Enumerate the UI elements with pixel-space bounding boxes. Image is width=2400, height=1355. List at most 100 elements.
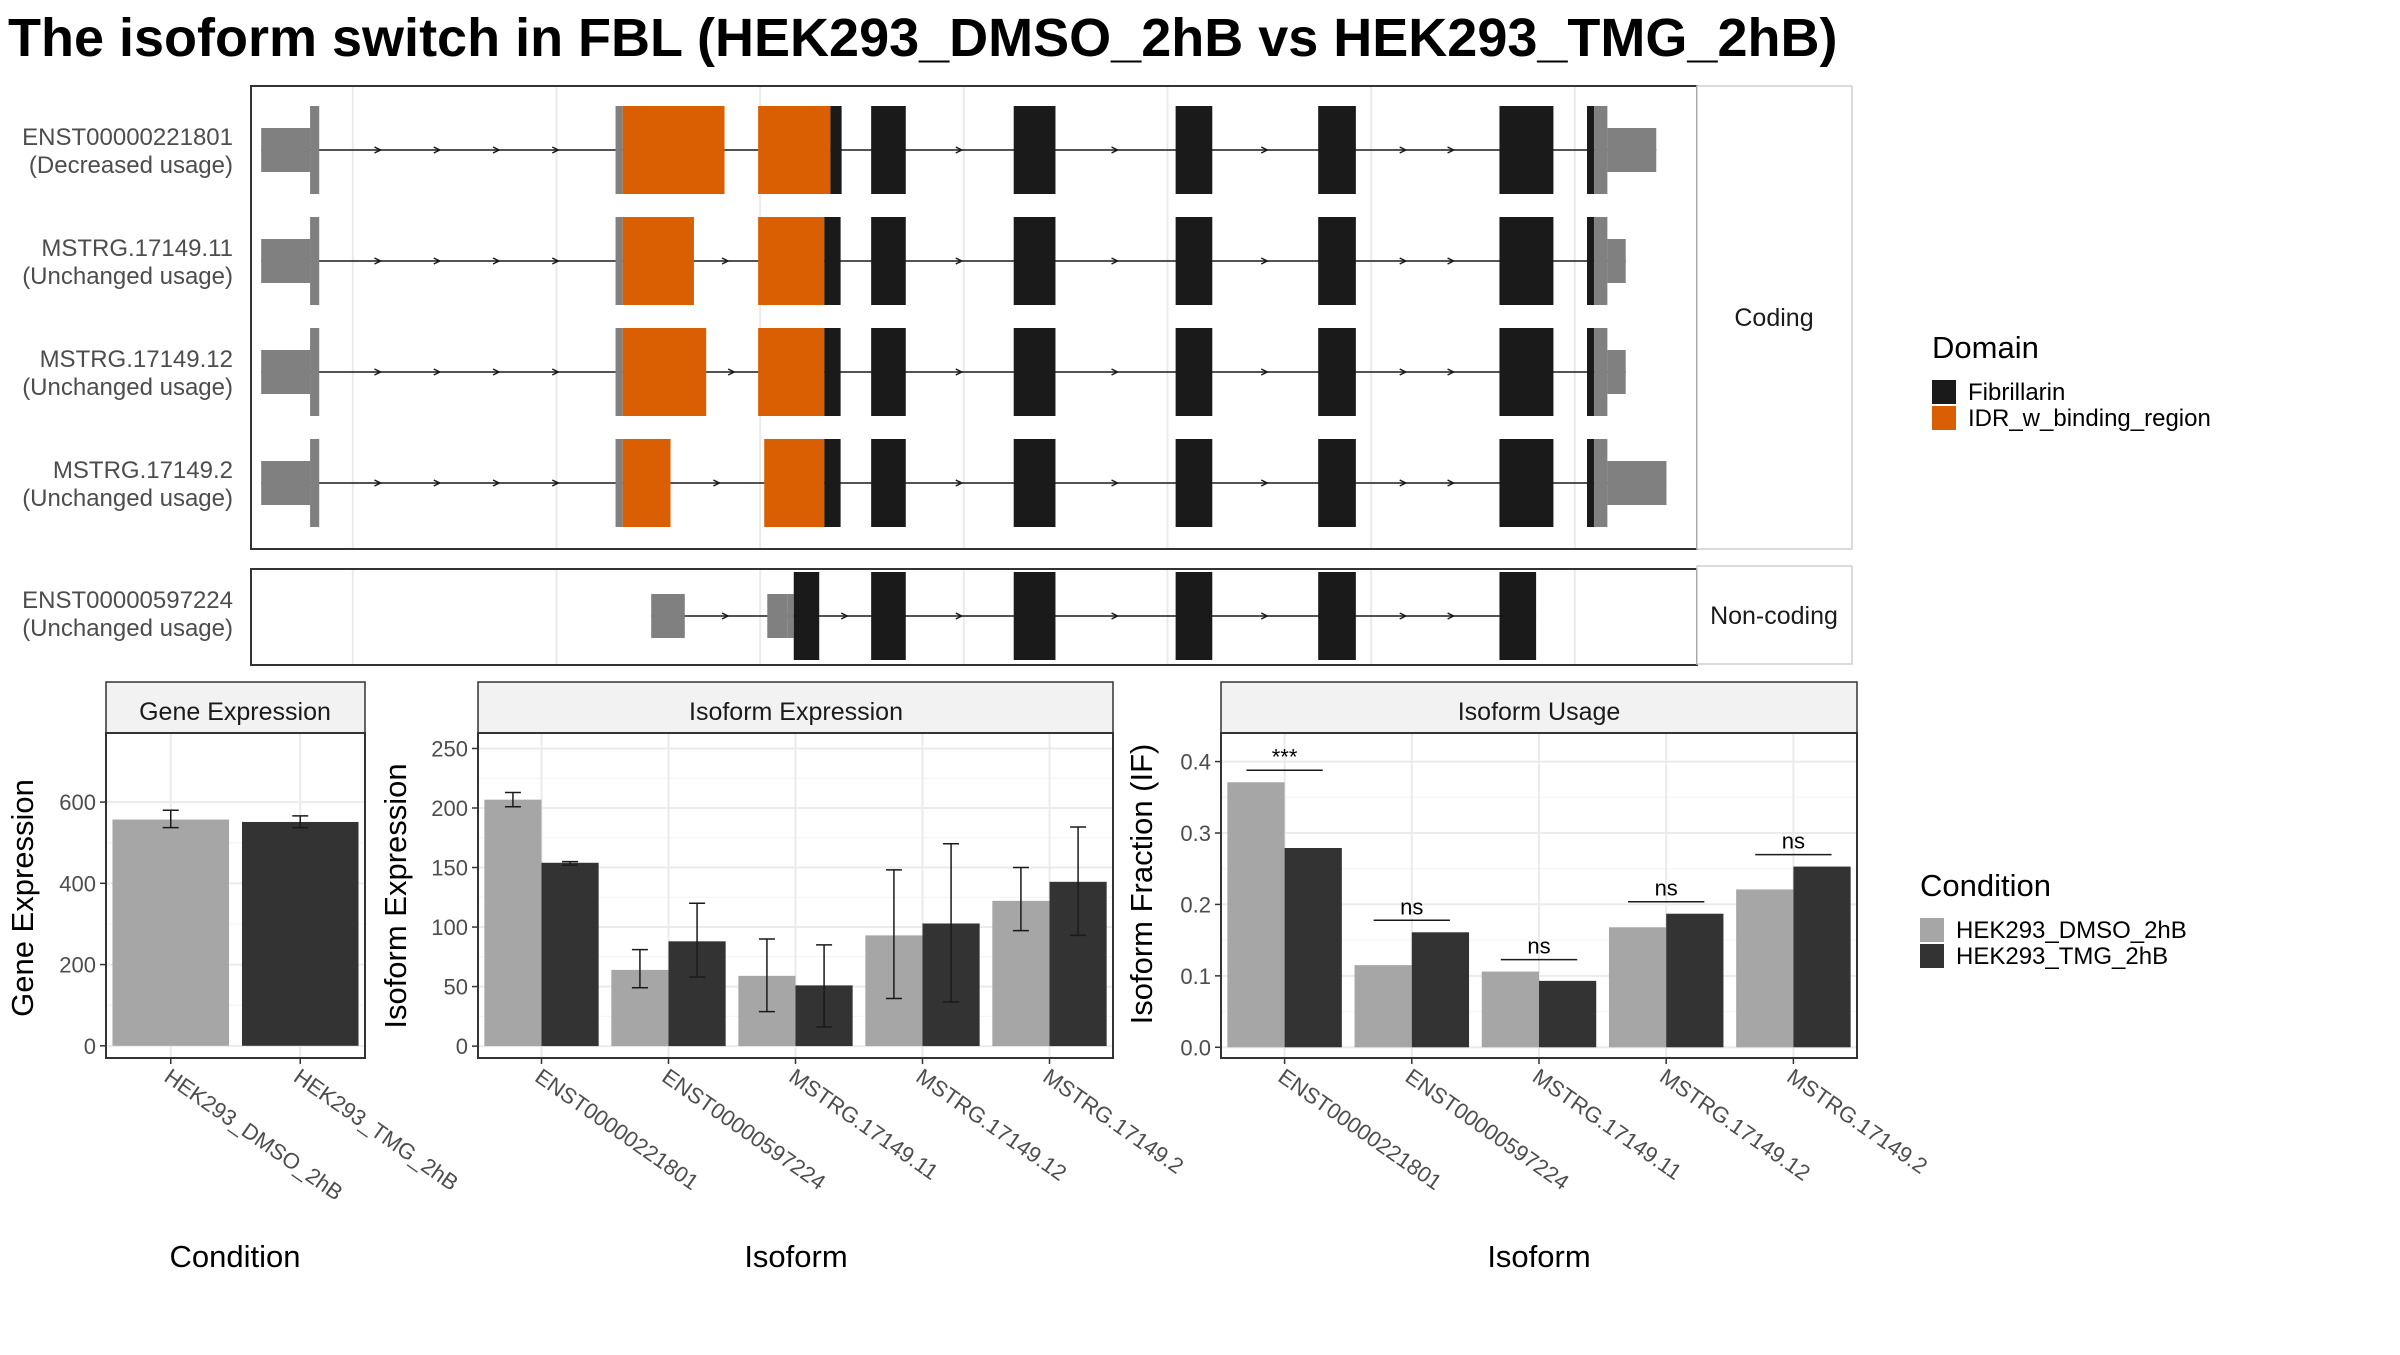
y-tick-label: 250 (431, 736, 468, 761)
y-tick-label: 600 (59, 790, 96, 815)
intron-arrow (551, 368, 560, 376)
intron-arrow (433, 146, 442, 154)
exon-utr (787, 594, 794, 638)
intron-arrow (374, 479, 383, 487)
exon-utr (1607, 350, 1626, 394)
exon-utr (310, 106, 320, 194)
bar (1793, 866, 1851, 1048)
bar (1481, 971, 1539, 1048)
significance-label: ns (1527, 934, 1550, 959)
exon-utr (261, 239, 311, 283)
intron-arrow (1447, 257, 1456, 265)
intron-arrow (721, 257, 730, 265)
intron-arrow (551, 146, 560, 154)
exon-fibrillarin (1318, 328, 1356, 416)
intron-arrow (727, 368, 736, 376)
condition-legend-title: Condition (1920, 868, 2051, 903)
intron-arrow (1399, 479, 1408, 487)
exon-fibrillarin (1175, 106, 1213, 194)
transcript-label: MSTRG.17149.12 (40, 346, 233, 373)
intron-arrow (492, 257, 501, 265)
intron-arrow (374, 146, 383, 154)
intron-arrow (551, 479, 560, 487)
panel-background (251, 569, 1697, 665)
transcript-label: ENST00000597224 (22, 587, 233, 614)
intron-arrow (1260, 368, 1269, 376)
legend-label-fibrillarin: Fibrillarin (1968, 379, 2065, 406)
significance-label: ns (1782, 829, 1805, 854)
transcript-labels: ENST00000221801 (Decreased usage) MSTRG.… (22, 124, 233, 642)
y-tick-label: 50 (444, 975, 468, 1000)
exon-fibrillarin (1175, 572, 1213, 660)
bar (541, 862, 599, 1047)
intron-arrow (1447, 612, 1456, 620)
exon-fibrillarin (1587, 106, 1595, 194)
exon-fibrillarin (871, 217, 906, 305)
significance-label: *** (1272, 744, 1298, 769)
exon-idr (622, 217, 694, 305)
intron-arrow (374, 368, 383, 376)
significance-label: ns (1400, 894, 1423, 919)
exon-fibrillarin (1587, 328, 1595, 416)
exon-fibrillarin (1013, 572, 1056, 660)
intron-arrow (1399, 146, 1408, 154)
intron-arrow (955, 612, 964, 620)
exon-fibrillarin (1499, 217, 1554, 305)
y-tick-label: 0.2 (1180, 892, 1211, 917)
coding-strip-label: Coding (1734, 304, 1813, 332)
intron-arrow (1260, 479, 1269, 487)
exon-fibrillarin (824, 439, 841, 527)
condition-legend: Condition HEK293_DMSO_2hB HEK293_TMG_2hB (1920, 868, 2187, 970)
y-axis-title: Isoform Expression (378, 763, 413, 1028)
transcript-label: MSTRG.17149.2 (53, 457, 233, 484)
exon-fibrillarin (1499, 328, 1554, 416)
panel-background (251, 86, 1697, 549)
x-axis-title: Condition (170, 1239, 301, 1274)
exon-utr (261, 350, 311, 394)
intron-arrow (551, 257, 560, 265)
y-tick-label: 200 (59, 953, 96, 978)
exon-utr (310, 217, 320, 305)
exon-idr (622, 439, 671, 527)
intron-arrow (1111, 479, 1120, 487)
intron-arrow (1111, 612, 1120, 620)
exon-utr (767, 594, 788, 638)
significance-label: ns (1655, 876, 1678, 901)
legend-key-fibrillarin (1932, 380, 1956, 404)
exon-utr (1607, 128, 1657, 172)
intron-arrow (1399, 612, 1408, 620)
intron-arrow (955, 257, 964, 265)
bar (1284, 848, 1342, 1048)
intron-arrow (1447, 368, 1456, 376)
chart-strip-title: Isoform Expression (689, 698, 903, 726)
exon-utr (261, 461, 311, 505)
exon-idr (622, 106, 725, 194)
intron-arrow (955, 146, 964, 154)
y-tick-label: 0.1 (1180, 964, 1211, 989)
exon-fibrillarin (871, 572, 906, 660)
y-tick-label: 0 (84, 1034, 96, 1059)
y-tick-label: 0.4 (1180, 750, 1211, 775)
intron-arrow (955, 368, 964, 376)
exon-utr (1607, 461, 1667, 505)
y-axis-title: Gene Expression (5, 779, 40, 1017)
intron-arrow (1447, 146, 1456, 154)
bar (484, 799, 542, 1047)
transcript-usage: (Unchanged usage) (22, 615, 233, 642)
exon-utr (615, 217, 623, 305)
exon-fibrillarin (1013, 328, 1056, 416)
noncoding-strip (1696, 565, 1853, 665)
intron-arrow (1111, 257, 1120, 265)
transcript-usage: (Decreased usage) (29, 152, 233, 179)
legend-label-tmg: HEK293_TMG_2hB (1956, 943, 2168, 970)
x-axis-title: Isoform (1487, 1239, 1590, 1274)
legend-label-idr: IDR_w_binding_region (1968, 405, 2211, 432)
exon-idr (758, 328, 825, 416)
intron-arrow (492, 368, 501, 376)
bar (1227, 782, 1285, 1048)
exon-fibrillarin (824, 328, 841, 416)
intron-arrow (1111, 368, 1120, 376)
domain-legend-title: Domain (1932, 330, 2039, 365)
